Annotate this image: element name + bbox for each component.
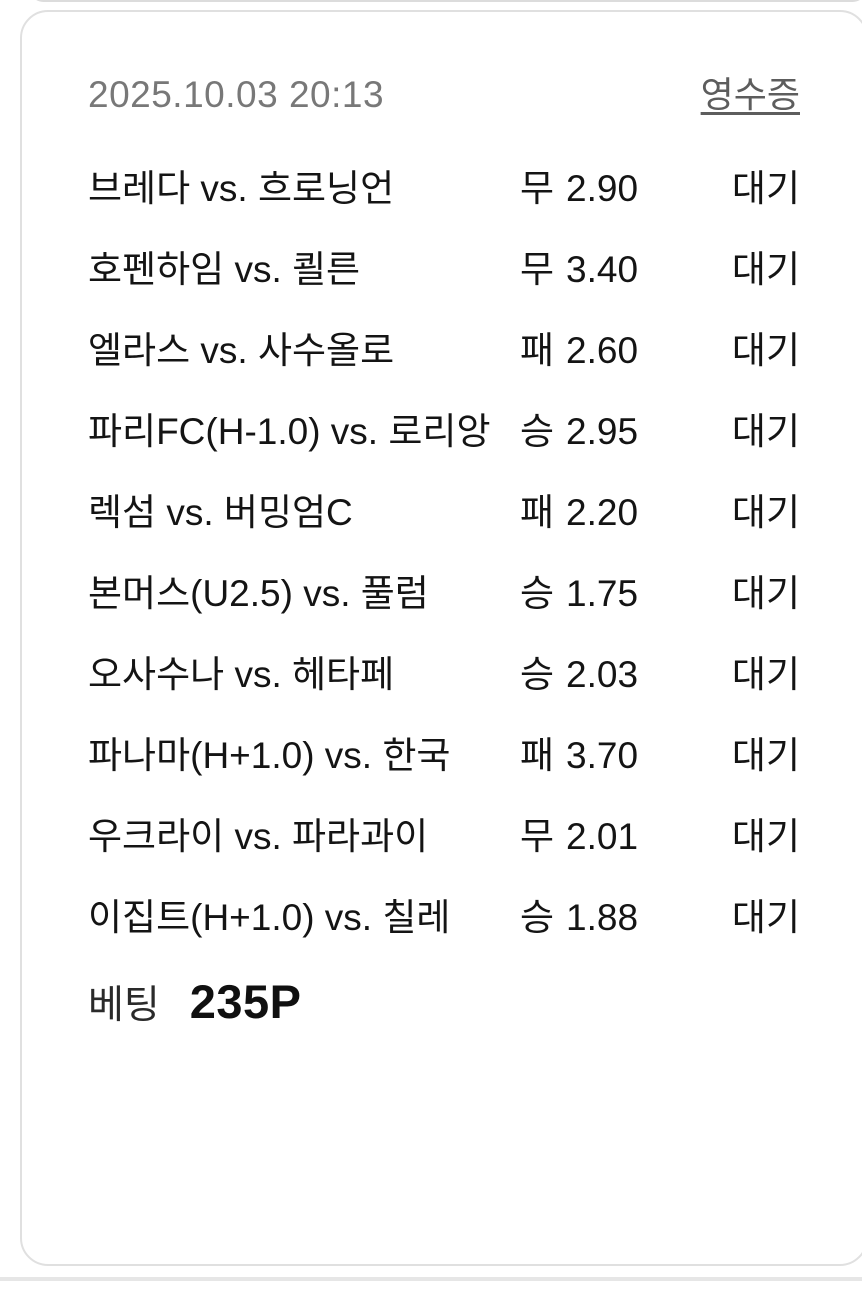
bet-slip-card: 2025.10.03 20:13 영수증 브레다 vs. 흐로닝언 무 2.90 … [20, 10, 862, 1266]
pick-label: 패 [520, 492, 555, 533]
pick-and-odds: 패 2.60 [518, 324, 678, 378]
odds-value: 2.60 [566, 330, 639, 371]
pick-and-odds: 무 2.01 [518, 810, 678, 864]
pick-label: 패 [520, 735, 555, 776]
pick-and-odds: 패 2.20 [518, 486, 678, 540]
bet-row: 렉섬 vs. 버밍엄C 패 2.20 대기 [88, 486, 800, 540]
pick-label: 무 [520, 249, 555, 290]
match-name: 파리FC(H-1.0) vs. 로리앙 [88, 411, 491, 452]
pick-label: 승 [520, 411, 555, 452]
status-label: 대기 [731, 573, 800, 614]
bet-slip-footer: 베팅 235P [88, 972, 800, 1032]
match-name: 본머스(U2.5) vs. 풀럼 [88, 573, 429, 614]
status-label: 대기 [731, 411, 800, 452]
bet-row: 우크라이 vs. 파라과이 무 2.01 대기 [88, 810, 800, 864]
bet-datetime: 2025.10.03 20:13 [88, 74, 385, 115]
odds-value: 2.20 [566, 492, 639, 533]
pick-label: 패 [520, 330, 555, 371]
receipt-link[interactable]: 영수증 [700, 74, 800, 115]
status-label: 대기 [731, 816, 800, 857]
pick-and-odds: 승 2.95 [518, 405, 678, 459]
status-label: 대기 [731, 492, 800, 533]
pick-label: 승 [520, 897, 555, 938]
match-name: 이집트(H+1.0) vs. 칠레 [88, 897, 451, 938]
pick-and-odds: 무 3.40 [518, 243, 678, 297]
bet-row: 브레다 vs. 흐로닝언 무 2.90 대기 [88, 162, 800, 216]
odds-value: 2.01 [566, 816, 639, 857]
status-label: 대기 [731, 897, 800, 938]
pick-label: 무 [520, 168, 555, 209]
bet-row: 이집트(H+1.0) vs. 칠레 승 1.88 대기 [88, 891, 800, 945]
odds-value: 1.75 [566, 573, 639, 614]
status-label: 대기 [731, 654, 800, 695]
odds-value: 2.90 [566, 168, 639, 209]
bet-row: 엘라스 vs. 사수올로 패 2.60 대기 [88, 324, 800, 378]
pick-label: 승 [520, 573, 555, 614]
pick-and-odds: 승 1.75 [518, 567, 678, 621]
status-label: 대기 [731, 735, 800, 776]
bet-amount: 235P [189, 975, 302, 1028]
odds-value: 2.95 [566, 411, 639, 452]
match-name: 브레다 vs. 흐로닝언 [88, 168, 395, 209]
pick-label: 무 [520, 816, 555, 857]
bet-list: 브레다 vs. 흐로닝언 무 2.90 대기 호펜하임 vs. 쾰른 무 3.40 … [88, 162, 800, 945]
odds-value: 3.70 [566, 735, 639, 776]
pick-and-odds: 승 2.03 [518, 648, 678, 702]
match-name: 렉섬 vs. 버밍엄C [88, 492, 353, 533]
pick-and-odds: 승 1.88 [518, 891, 678, 945]
bet-row: 본머스(U2.5) vs. 풀럼 승 1.75 대기 [88, 567, 800, 621]
match-name: 호펜하임 vs. 쾰른 [88, 249, 361, 290]
match-name: 우크라이 vs. 파라과이 [88, 816, 429, 857]
previous-card-edge [28, 0, 862, 2]
odds-value: 3.40 [566, 249, 639, 290]
next-card-edge [0, 1277, 862, 1281]
bet-row: 파나마(H+1.0) vs. 한국 패 3.70 대기 [88, 729, 800, 783]
pick-and-odds: 무 2.90 [518, 162, 678, 216]
status-label: 대기 [731, 249, 800, 290]
bet-label: 베팅 [88, 984, 160, 1027]
bet-row: 호펜하임 vs. 쾰른 무 3.40 대기 [88, 243, 800, 297]
match-name: 엘라스 vs. 사수올로 [88, 330, 395, 371]
odds-value: 1.88 [566, 897, 639, 938]
pick-and-odds: 패 3.70 [518, 729, 678, 783]
bet-row: 오사수나 vs. 헤타페 승 2.03 대기 [88, 648, 800, 702]
bet-slip-header: 2025.10.03 20:13 영수증 [88, 72, 800, 118]
match-name: 오사수나 vs. 헤타페 [88, 654, 395, 695]
status-label: 대기 [731, 168, 800, 209]
odds-value: 2.03 [566, 654, 639, 695]
bet-row: 파리FC(H-1.0) vs. 로리앙 승 2.95 대기 [88, 405, 800, 459]
match-name: 파나마(H+1.0) vs. 한국 [88, 735, 451, 776]
status-label: 대기 [731, 330, 800, 371]
pick-label: 승 [520, 654, 555, 695]
